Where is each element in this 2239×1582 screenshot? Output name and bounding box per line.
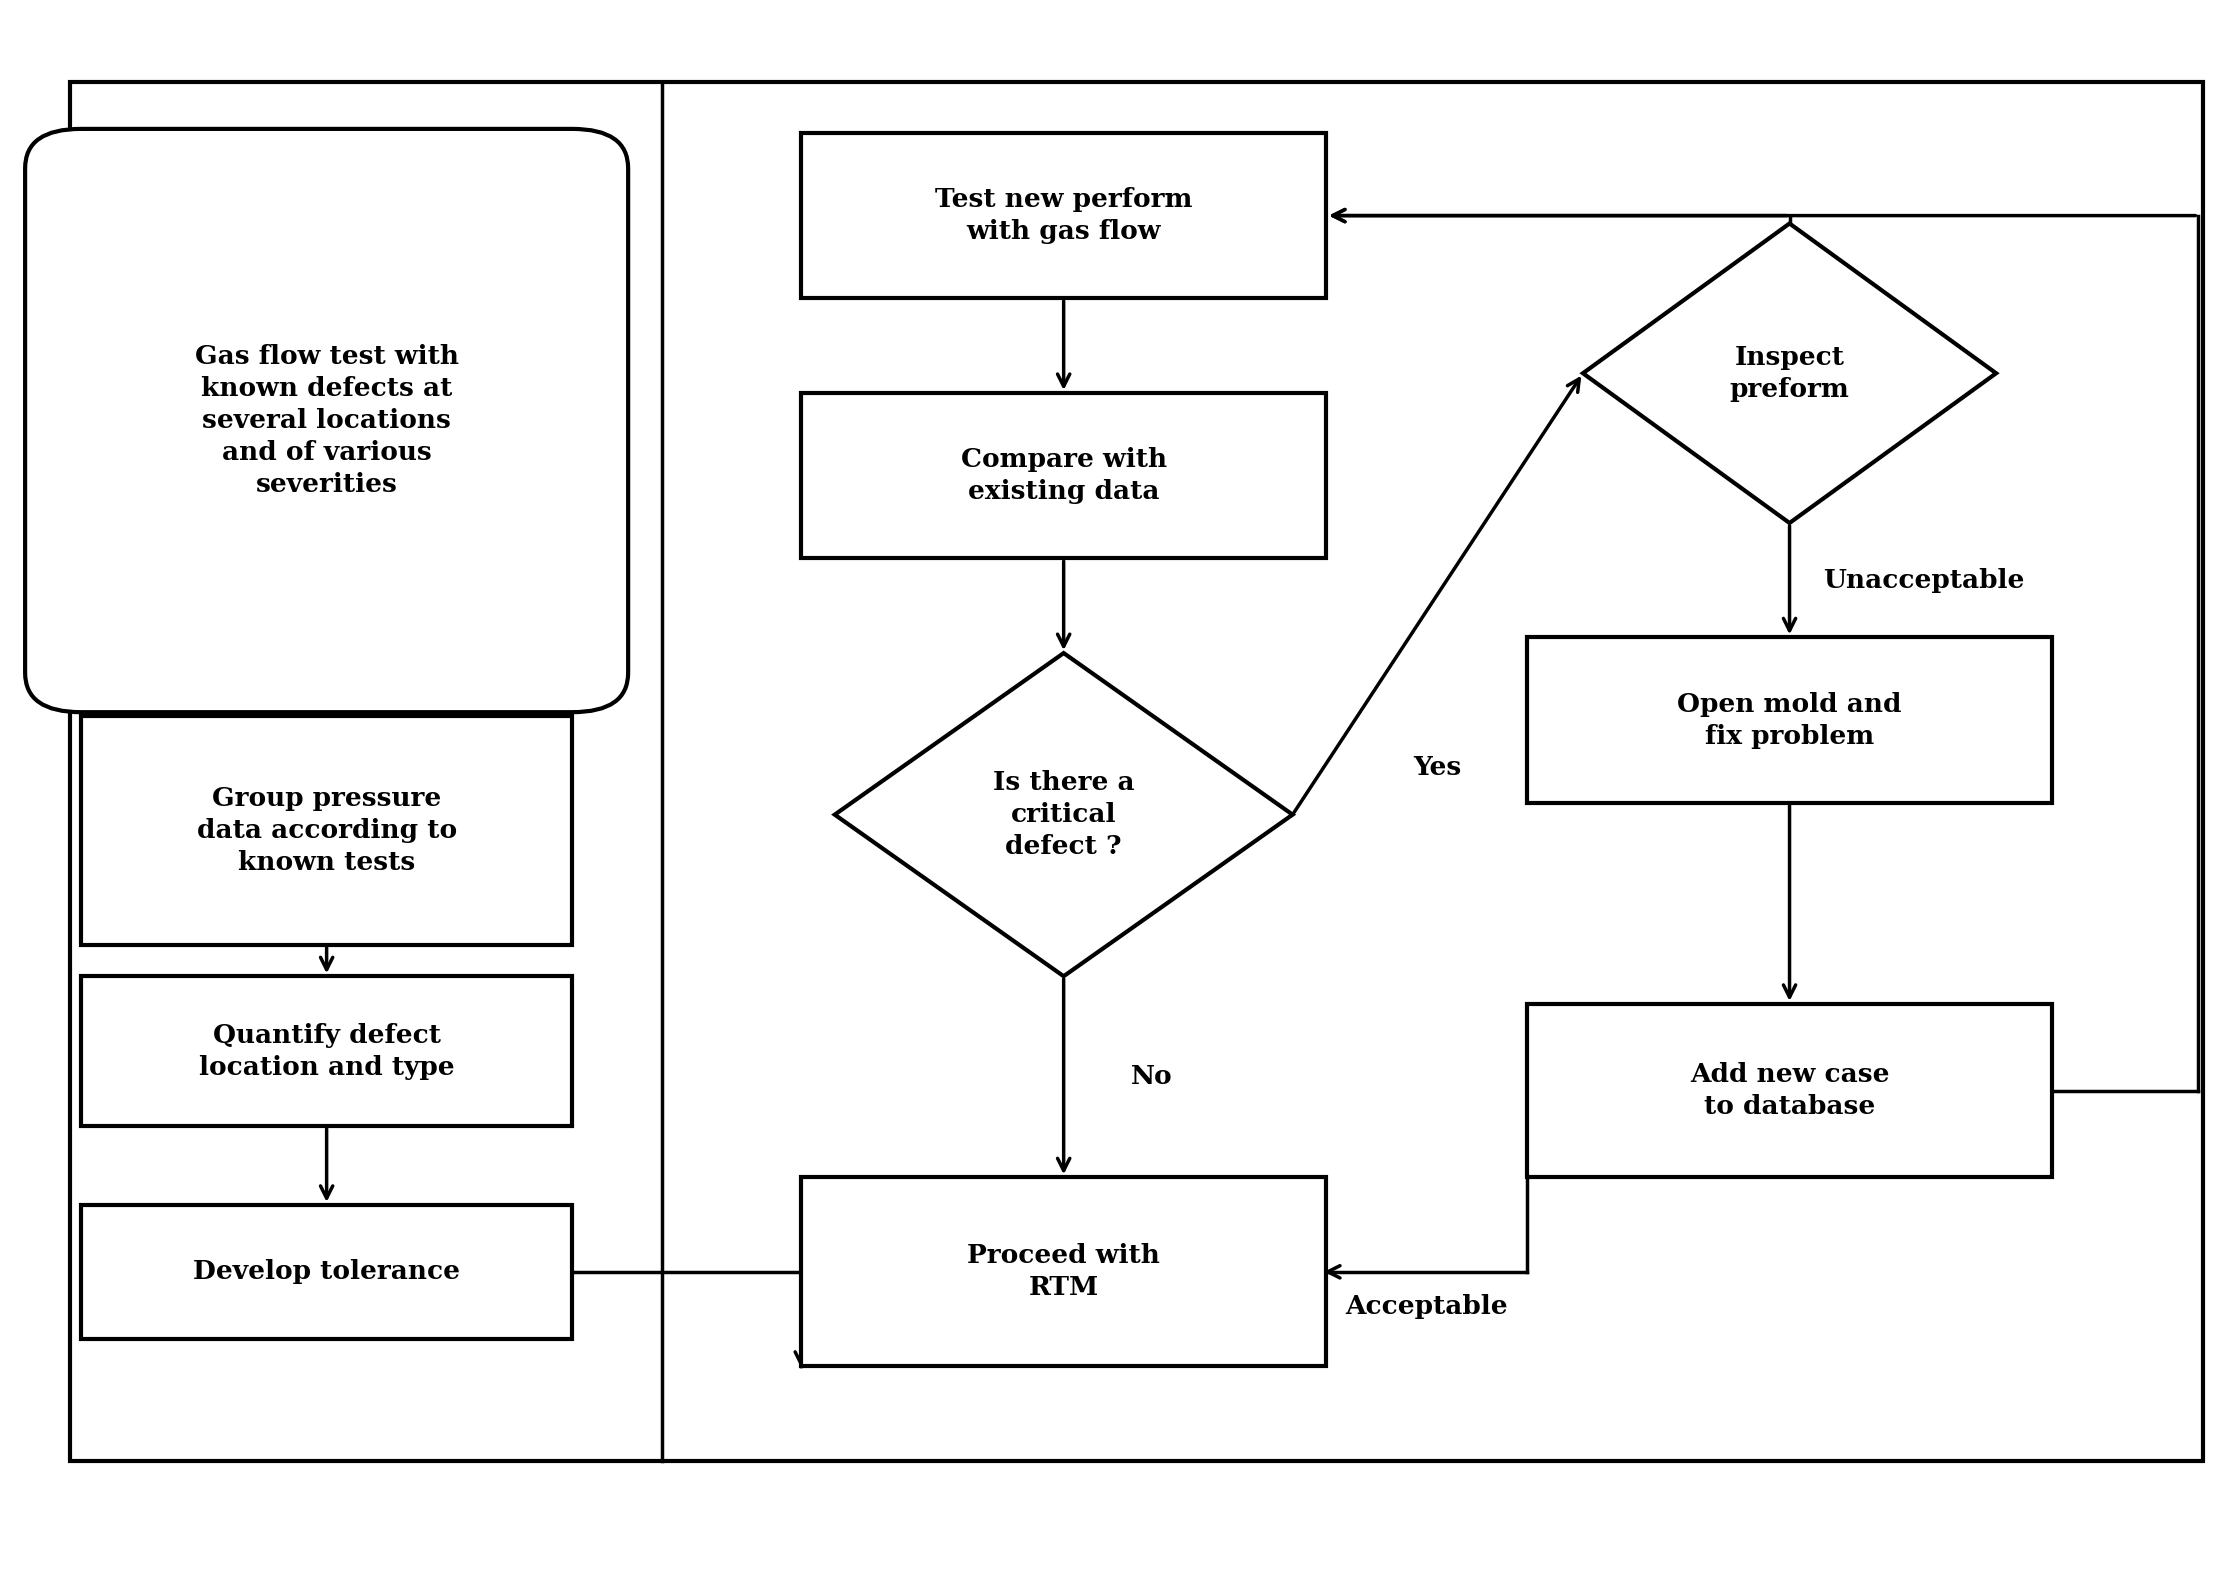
- FancyBboxPatch shape: [81, 976, 573, 1126]
- FancyBboxPatch shape: [802, 1177, 1325, 1367]
- Text: Acceptable: Acceptable: [1346, 1294, 1507, 1319]
- Text: Add new case
to database: Add new case to database: [1690, 1062, 1890, 1118]
- FancyBboxPatch shape: [1527, 1005, 2051, 1177]
- FancyBboxPatch shape: [802, 392, 1325, 558]
- Text: Unacceptable: Unacceptable: [1823, 568, 2024, 593]
- Text: Proceed with
RTM: Proceed with RTM: [967, 1243, 1160, 1300]
- Text: Quantify defect
location and type: Quantify defect location and type: [199, 1022, 455, 1079]
- FancyBboxPatch shape: [802, 133, 1325, 299]
- Polygon shape: [1583, 223, 1997, 524]
- FancyBboxPatch shape: [81, 717, 573, 944]
- Text: Is there a
critical
defect ?: Is there a critical defect ?: [992, 770, 1135, 859]
- FancyBboxPatch shape: [25, 128, 629, 712]
- Text: Gas flow test with
known defects at
several locations
and of various
severities: Gas flow test with known defects at seve…: [195, 343, 459, 497]
- Text: Develop tolerance: Develop tolerance: [193, 1259, 461, 1285]
- Polygon shape: [835, 653, 1292, 976]
- FancyBboxPatch shape: [1527, 638, 2051, 802]
- Text: Inspect
preform: Inspect preform: [1729, 345, 1849, 402]
- Text: Test new perform
with gas flow: Test new perform with gas flow: [936, 187, 1193, 244]
- Text: Group pressure
data according to
known tests: Group pressure data according to known t…: [197, 786, 457, 875]
- Text: Open mold and
fix problem: Open mold and fix problem: [1677, 691, 1901, 748]
- FancyBboxPatch shape: [81, 1205, 573, 1338]
- Text: Compare with
existing data: Compare with existing data: [961, 448, 1167, 505]
- Text: No: No: [1131, 1065, 1173, 1090]
- Text: Yes: Yes: [1413, 755, 1462, 780]
